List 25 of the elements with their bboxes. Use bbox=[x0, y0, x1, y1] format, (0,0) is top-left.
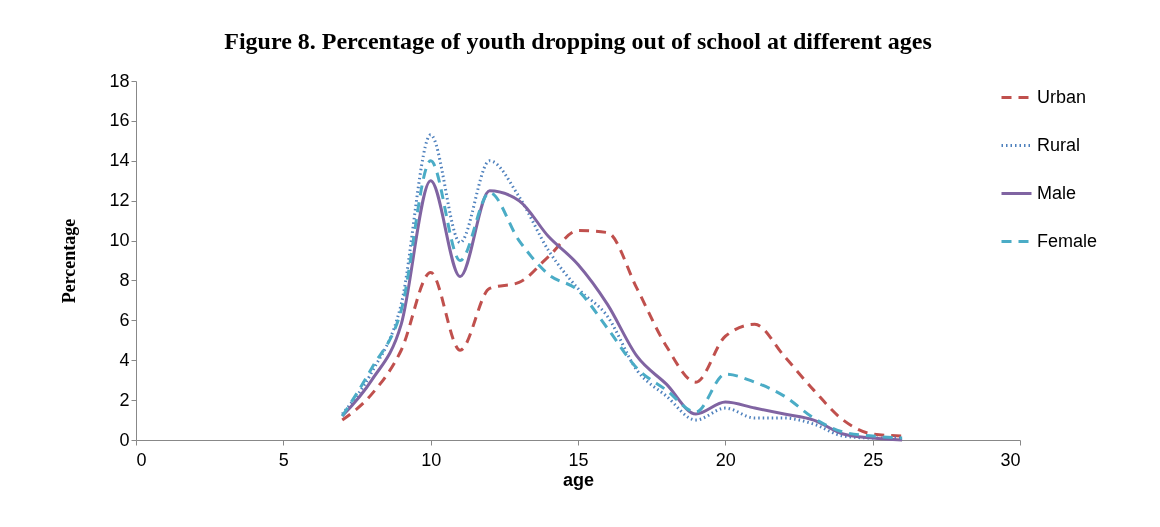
legend-label: Male bbox=[1037, 182, 1077, 203]
x-tick-label: 15 bbox=[568, 449, 589, 470]
x-axis-title: age bbox=[562, 469, 595, 490]
y-tick-label: 12 bbox=[109, 190, 130, 211]
y-tick-label: 16 bbox=[109, 110, 130, 131]
legend-label: Female bbox=[1037, 230, 1098, 251]
x-tick-label: 10 bbox=[421, 449, 442, 470]
x-tick-label: 5 bbox=[278, 449, 289, 470]
line-series bbox=[340, 229, 904, 438]
y-tick-label: 14 bbox=[109, 150, 130, 171]
x-tick-label: 30 bbox=[1000, 449, 1021, 470]
y-tick-label: 18 bbox=[109, 70, 130, 91]
y-tick-label: 6 bbox=[119, 309, 130, 330]
legend-label: Urban bbox=[1037, 86, 1087, 107]
x-tick-label: 0 bbox=[136, 449, 147, 470]
y-axis-title: Percentage bbox=[59, 218, 80, 304]
legend-label: Rural bbox=[1037, 134, 1081, 155]
y-tick-label: 10 bbox=[109, 230, 130, 251]
y-tick-label: 2 bbox=[119, 389, 130, 410]
x-tick-label: 25 bbox=[863, 449, 884, 470]
y-tick-label: 4 bbox=[119, 349, 130, 370]
y-tick-label: 0 bbox=[119, 429, 130, 450]
x-tick-label: 20 bbox=[715, 449, 736, 470]
y-tick-label: 8 bbox=[119, 269, 130, 290]
chart-title: Figure 8. Percentage of youth dropping out of school at different ages bbox=[224, 28, 932, 54]
